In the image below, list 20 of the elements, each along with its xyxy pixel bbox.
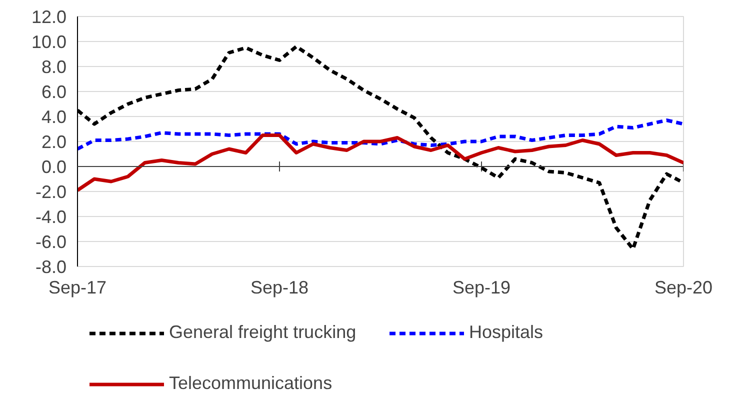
y-tick-label: -4.0 <box>35 207 67 227</box>
y-tick-label: 2.0 <box>41 132 67 152</box>
x-tick-label: Sep-19 <box>452 278 511 298</box>
y-tick-label: 10.0 <box>31 32 67 52</box>
x-tick-label: Sep-17 <box>48 278 107 298</box>
legend-label: Telecommunications <box>169 373 334 394</box>
x-tick-label: Sep-18 <box>250 278 309 298</box>
line-series <box>78 134 684 192</box>
x-tick-label: Sep-20 <box>654 278 713 298</box>
y-tick-label: 6.0 <box>41 82 67 102</box>
y-tick-label: 0.0 <box>41 157 67 177</box>
y-tick-label: -8.0 <box>35 257 67 277</box>
y-tick-label: 12.0 <box>31 7 67 27</box>
legend-label: Hospitals <box>469 322 544 343</box>
legend-label: General freight trucking <box>169 322 358 343</box>
line-series <box>78 118 684 151</box>
y-tick-label: 8.0 <box>41 57 67 77</box>
y-tick-label: -2.0 <box>35 182 67 202</box>
y-tick-label: 4.0 <box>41 107 67 127</box>
y-tick-label: -6.0 <box>35 232 67 252</box>
